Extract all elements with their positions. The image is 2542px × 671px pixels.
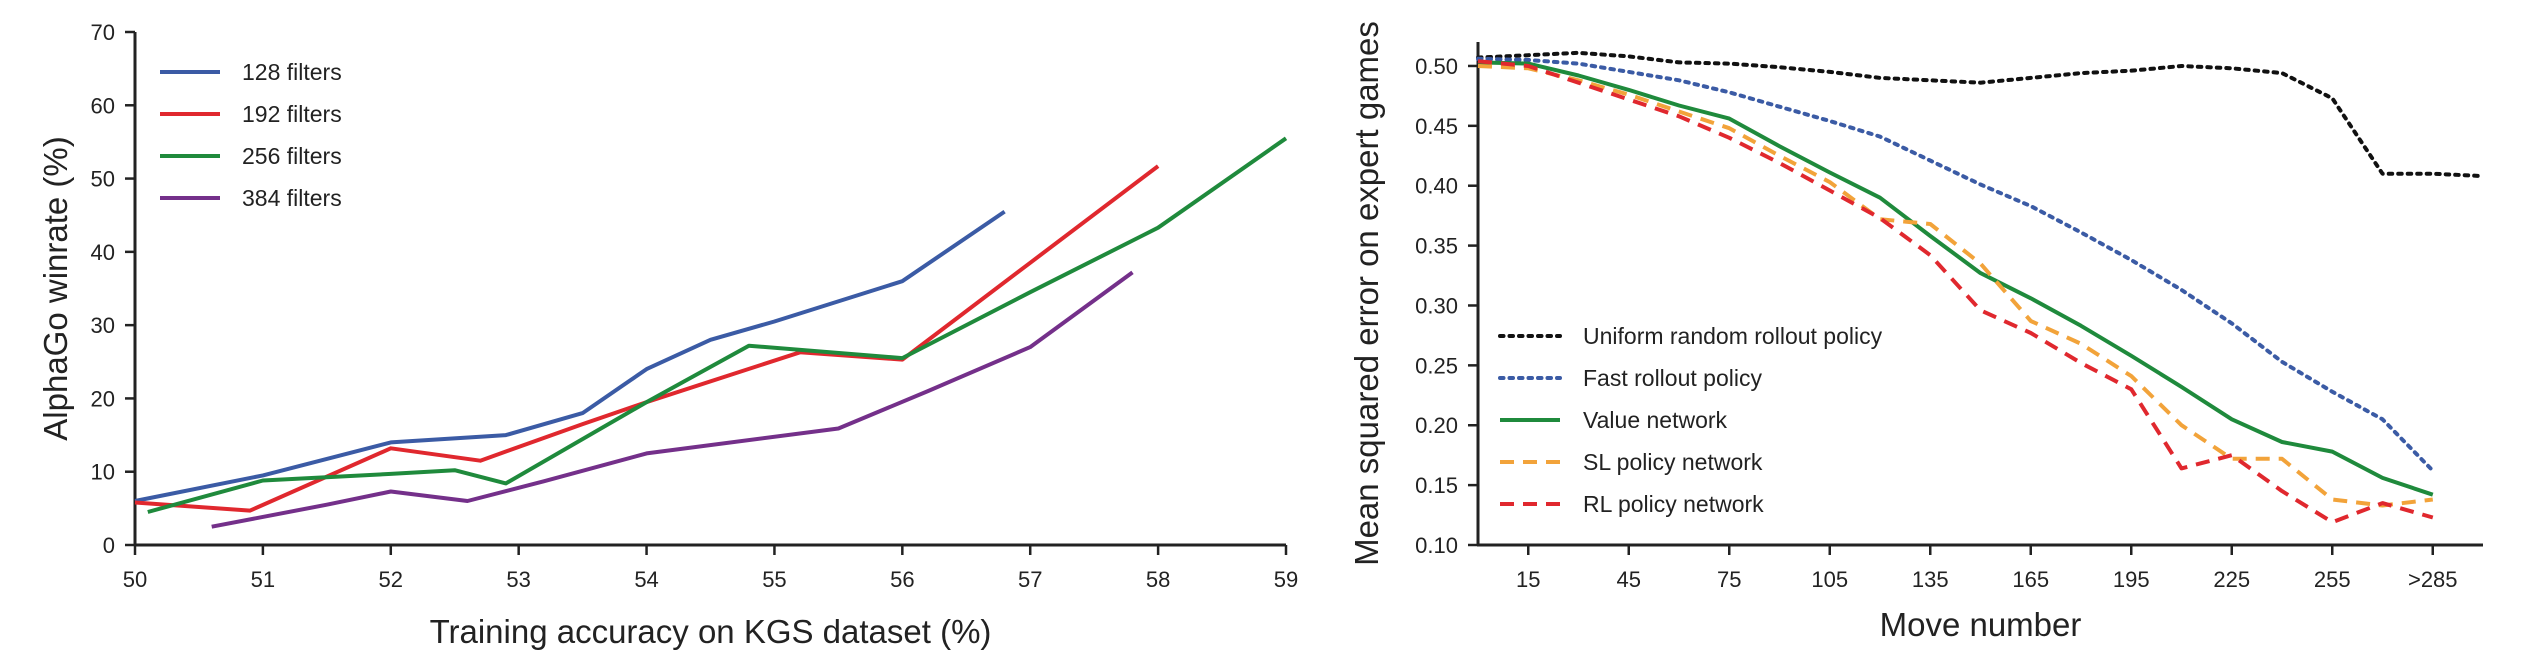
mse-chart: 15 45 75 105 135 165 195 225 255 >285 0.10 0.15 0.20…: [1348, 21, 2485, 643]
series-line: [1476, 50, 2485, 179]
legend-label: RL policy network: [1583, 491, 1764, 517]
x-tick-label: >285: [2408, 567, 2458, 592]
y-tick-label: 0.20: [1415, 413, 1458, 438]
legend-label: Value network: [1583, 407, 1728, 433]
winrate-chart: 50 51 52 53 54 55 56 57 58 59 0 10 20 30 40 50 60 70 Train…: [37, 20, 1298, 650]
x-tick-label: 59: [1274, 567, 1298, 592]
legend-label: Uniform random rollout policy: [1583, 323, 1883, 349]
y-tick-label: 0.30: [1415, 293, 1458, 318]
y-tick-label: 40: [91, 240, 115, 265]
y-tick-label: 60: [91, 93, 115, 118]
series-line: [1477, 59, 2434, 525]
legend-label: 128 filters: [242, 59, 342, 85]
y-tick-label: 0.50: [1415, 54, 1458, 79]
x-tick-label: 55: [762, 567, 786, 592]
series-line: [211, 270, 1134, 529]
x-tick-label: 51: [251, 567, 275, 592]
x-tick-label: 52: [379, 567, 403, 592]
y-axis-title: AlphaGo winrate (%): [37, 136, 74, 440]
y-tick-label: 0.25: [1415, 353, 1458, 378]
x-tick-label: 195: [2113, 567, 2150, 592]
legend-label: 192 filters: [242, 101, 342, 127]
x-axis-title: Training accuracy on KGS dataset (%): [430, 613, 992, 650]
x-tick-label: 54: [634, 567, 658, 592]
y-tick-label: 0: [103, 533, 115, 558]
x-tick-label: 57: [1018, 567, 1042, 592]
x-tick-label: 15: [1516, 567, 1540, 592]
x-tick-label: 165: [2012, 567, 2049, 592]
y-tick-label: 0.45: [1415, 114, 1458, 139]
x-tick-label: 75: [1717, 567, 1741, 592]
y-tick-label: 20: [91, 386, 115, 411]
y-tick-label: 0.40: [1415, 174, 1458, 199]
legend-label: SL policy network: [1583, 449, 1763, 475]
series-line: [134, 164, 1160, 513]
x-tick-label: 58: [1146, 567, 1170, 592]
x-axis-title: Move number: [1880, 606, 2082, 643]
series-line: [1477, 64, 2434, 508]
x-tick-label: 56: [890, 567, 914, 592]
x-tick-label: 53: [506, 567, 530, 592]
x-tick-label: 255: [2314, 567, 2351, 592]
y-tick-label: 0.15: [1415, 473, 1458, 498]
y-tick-label: 10: [91, 460, 115, 485]
legend-label: 256 filters: [242, 143, 342, 169]
series-line: [1477, 60, 2434, 497]
x-tick-label: 135: [1912, 567, 1949, 592]
y-tick-label: 0.35: [1415, 234, 1458, 259]
x-tick-label: 45: [1617, 567, 1641, 592]
series-line: [1476, 56, 2435, 473]
y-axis-title: Mean squared error on expert games: [1348, 21, 1385, 566]
y-tick-label: 0.10: [1415, 533, 1458, 558]
x-tick-label: 225: [2213, 567, 2250, 592]
series-line: [134, 209, 1006, 503]
y-tick-label: 30: [91, 313, 115, 338]
y-tick-label: 70: [91, 20, 115, 45]
x-tick-label: 105: [1811, 567, 1848, 592]
y-tick-label: 50: [91, 167, 115, 192]
x-tick-label: 50: [123, 567, 147, 592]
legend-label: 384 filters: [242, 185, 342, 211]
series-line: [147, 136, 1288, 514]
legend-label: Fast rollout policy: [1583, 365, 1762, 391]
